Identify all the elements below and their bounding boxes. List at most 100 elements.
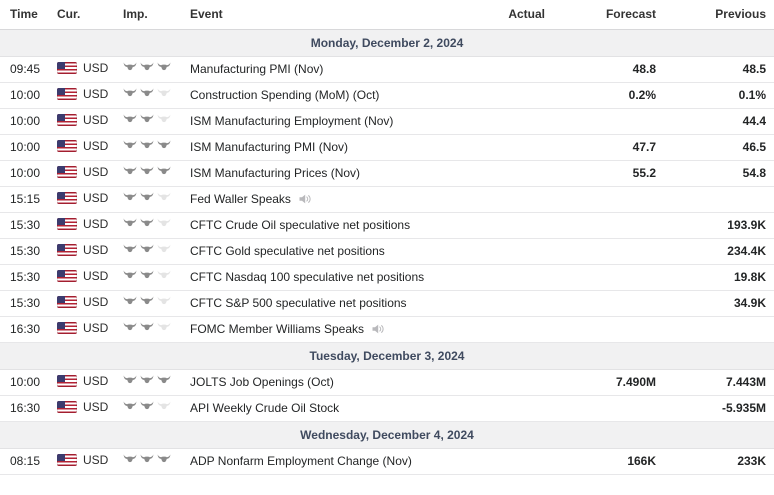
event-link[interactable]: ISM Manufacturing Employment (Nov): [190, 114, 393, 128]
event-link[interactable]: Construction Spending (MoM) (Oct): [190, 88, 379, 102]
event-time: 15:30: [0, 264, 47, 291]
currency-cell: USD: [47, 448, 113, 475]
event-row[interactable]: 10:00 USD ISM Manufacturing Prices (Nov) 55…: [0, 160, 774, 187]
us-flag-icon: [57, 192, 77, 204]
currency-cell: USD: [47, 238, 113, 265]
previous-value: 0.1%: [664, 82, 774, 109]
bull-icon: [140, 244, 154, 255]
forecast-value: [553, 264, 664, 291]
importance-rating: [123, 192, 171, 203]
currency: USD: [57, 61, 108, 75]
event-row[interactable]: 09:45 USD Manufacturing PMI (Nov) 48.8 48.5: [0, 56, 774, 83]
currency: USD: [57, 113, 108, 127]
event-row[interactable]: 10:00 USD ISM Manufacturing Employment (No…: [0, 108, 774, 135]
forecast-value: 7.490M: [553, 369, 664, 396]
currency-code: USD: [83, 165, 109, 179]
currency-cell: USD: [47, 395, 113, 422]
us-flag-icon: [57, 270, 77, 282]
event-cell: JOLTS Job Openings (Oct): [180, 369, 443, 396]
importance-rating: [123, 401, 171, 412]
actual-value: [443, 448, 553, 475]
event-link[interactable]: API Weekly Crude Oil Stock: [190, 401, 339, 415]
previous-value: -5.935M: [664, 395, 774, 422]
forecast-value: [553, 186, 664, 213]
event-row[interactable]: 15:30 USD CFTC Gold speculative net positi…: [0, 238, 774, 265]
event-label: CFTC Crude Oil speculative net positions: [190, 218, 411, 232]
forecast-value: [553, 108, 664, 135]
us-flag-icon: [57, 218, 77, 230]
importance-rating: [123, 244, 171, 255]
calendar-table: Time Cur. Imp. Event Actual Forecast Pre…: [0, 0, 774, 475]
forecast-value: 166K: [553, 448, 664, 475]
currency: USD: [57, 374, 108, 388]
bull-icon: [157, 166, 171, 177]
currency: USD: [57, 295, 108, 309]
importance-cell: [113, 160, 180, 187]
importance-rating: [123, 322, 171, 333]
importance-rating: [123, 88, 171, 99]
us-flag-icon: [57, 244, 77, 256]
event-link[interactable]: JOLTS Job Openings (Oct): [190, 375, 334, 389]
importance-cell: [113, 134, 180, 161]
event-link[interactable]: Fed Waller Speaks: [190, 192, 312, 206]
date-separator-label: Tuesday, December 3, 2024: [0, 341, 774, 370]
event-cell: API Weekly Crude Oil Stock: [180, 395, 443, 422]
us-flag-icon: [57, 114, 77, 126]
event-row[interactable]: 15:30 USD CFTC S&P 500 speculative net pos…: [0, 290, 774, 317]
event-label: ISM Manufacturing Employment (Nov): [190, 114, 394, 128]
previous-value: 7.443M: [664, 369, 774, 396]
bull-icon: [140, 218, 154, 229]
actual-value: [443, 395, 553, 422]
event-row[interactable]: 16:30 USD API Weekly Crude Oil Stock -5.935…: [0, 395, 774, 422]
event-cell: Fed Waller Speaks: [180, 186, 443, 213]
importance-cell: [113, 186, 180, 213]
forecast-value: 48.8: [553, 56, 664, 83]
bull-icon: [140, 166, 154, 177]
event-label: CFTC S&P 500 speculative net positions: [190, 296, 407, 310]
event-row[interactable]: 08:15 USD ADP Nonfarm Employment Change (N…: [0, 448, 774, 475]
event-link[interactable]: CFTC Gold speculative net positions: [190, 244, 385, 258]
actual-value: [443, 369, 553, 396]
event-link[interactable]: ISM Manufacturing PMI (Nov): [190, 140, 348, 154]
event-link[interactable]: FOMC Member Williams Speaks: [190, 322, 385, 336]
actual-value: [443, 212, 553, 239]
bull-icon: [140, 454, 154, 465]
currency-cell: USD: [47, 134, 113, 161]
col-header-importance: Imp.: [113, 0, 180, 30]
event-time: 15:30: [0, 212, 47, 239]
bull-icon: [140, 296, 154, 307]
event-label: CFTC Nasdaq 100 speculative net position…: [190, 270, 425, 284]
event-link[interactable]: ADP Nonfarm Employment Change (Nov): [190, 454, 412, 468]
currency-code: USD: [83, 217, 109, 231]
event-row[interactable]: 16:30 USD FOMC Member Williams Speaks: [0, 316, 774, 343]
bull-icon: [123, 62, 137, 73]
event-row[interactable]: 10:00 USD JOLTS Job Openings (Oct) 7.490M 7.…: [0, 369, 774, 396]
forecast-value: [553, 238, 664, 265]
event-link[interactable]: CFTC Crude Oil speculative net positions: [190, 218, 410, 232]
event-link[interactable]: CFTC S&P 500 speculative net positions: [190, 296, 407, 310]
event-link[interactable]: CFTC Nasdaq 100 speculative net position…: [190, 270, 424, 284]
actual-value: [443, 134, 553, 161]
us-flag-icon: [57, 62, 77, 74]
previous-value: 46.5: [664, 134, 774, 161]
col-header-event: Event: [180, 0, 443, 30]
event-row[interactable]: 15:15 USD Fed Waller Speaks: [0, 186, 774, 213]
currency: USD: [57, 269, 108, 283]
event-row[interactable]: 15:30 USD CFTC Nasdaq 100 speculative net …: [0, 264, 774, 291]
forecast-value: [553, 212, 664, 239]
currency: USD: [57, 165, 108, 179]
event-link[interactable]: Manufacturing PMI (Nov): [190, 62, 323, 76]
currency-code: USD: [83, 191, 109, 205]
bull-icon: [140, 88, 154, 99]
bull-icon: [123, 88, 137, 99]
event-row[interactable]: 10:00 USD Construction Spending (MoM) (Oct…: [0, 82, 774, 109]
us-flag-icon: [57, 296, 77, 308]
actual-value: [443, 108, 553, 135]
event-row[interactable]: 10:00 USD ISM Manufacturing PMI (Nov) 47.7 4…: [0, 134, 774, 161]
importance-rating: [123, 140, 171, 151]
actual-value: [443, 82, 553, 109]
bull-icon: [140, 114, 154, 125]
event-row[interactable]: 15:30 USD CFTC Crude Oil speculative net p…: [0, 212, 774, 239]
actual-value: [443, 186, 553, 213]
event-link[interactable]: ISM Manufacturing Prices (Nov): [190, 166, 360, 180]
